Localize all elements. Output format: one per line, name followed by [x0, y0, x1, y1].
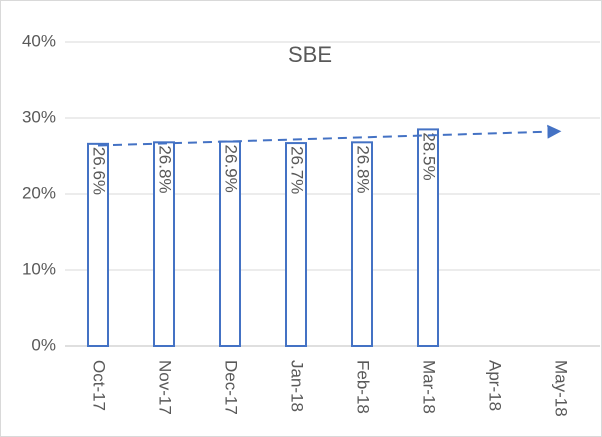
- data-label: 28.5%: [420, 132, 439, 180]
- data-label: 26.7%: [288, 146, 307, 194]
- y-tick-label: 30%: [22, 107, 56, 126]
- bar: [219, 140, 241, 347]
- y-tick-label: 10%: [22, 259, 56, 278]
- bar: [87, 142, 109, 347]
- bar: [285, 142, 307, 347]
- data-label: 26.6%: [90, 147, 109, 195]
- bar: [417, 128, 439, 347]
- data-label: 26.9%: [222, 145, 241, 193]
- x-tick-label: Oct-17: [90, 360, 109, 411]
- bar: [153, 141, 175, 347]
- x-tick-label: May-18: [552, 360, 571, 417]
- chart-title: SBE: [288, 42, 332, 67]
- y-tick-label: 20%: [22, 183, 56, 202]
- bar: [351, 141, 373, 347]
- x-tick-label: Dec-17: [222, 360, 241, 415]
- x-tick-label: Mar-18: [420, 360, 439, 414]
- trend-line: [97, 124, 562, 147]
- data-label: 26.8%: [156, 145, 175, 193]
- x-tick-label: Feb-18: [354, 360, 373, 414]
- data-label: 26.8%: [354, 145, 373, 193]
- y-tick-label: 40%: [22, 31, 56, 50]
- x-tick-label: Nov-17: [156, 360, 175, 415]
- y-tick-label: 0%: [31, 335, 56, 354]
- x-tick-label: Apr-18: [486, 360, 505, 411]
- x-tick-label: Jan-18: [288, 360, 307, 412]
